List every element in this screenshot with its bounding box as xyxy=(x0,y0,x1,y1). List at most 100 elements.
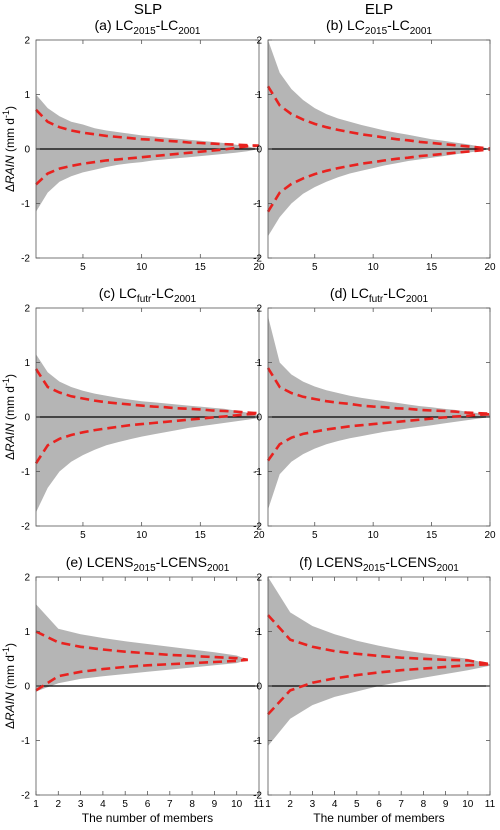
x-tick-label: 7 xyxy=(167,799,173,810)
x-tick-label: 2 xyxy=(56,799,62,810)
text-part: futr xyxy=(137,294,152,305)
x-tick-label: 10 xyxy=(368,530,380,541)
text-part: -LCENS xyxy=(156,554,207,570)
x-tick-label: 1 xyxy=(265,799,271,810)
text-part: -LCENS xyxy=(385,554,436,570)
text-part: RAIN xyxy=(3,692,17,721)
text-part: 2015 xyxy=(133,563,156,574)
text-part: (a) LC xyxy=(95,17,134,33)
text-part: ) xyxy=(3,374,17,378)
x-tick-label: 15 xyxy=(195,262,207,273)
upper-dashed-line xyxy=(266,85,491,150)
text-part: 2015 xyxy=(365,26,388,37)
text-part: RAIN xyxy=(3,155,17,184)
x-tick-label: 1 xyxy=(33,799,39,810)
x-tick-label: 20 xyxy=(484,262,496,273)
lower-dashed-line xyxy=(34,412,260,465)
upper-dashed-line xyxy=(267,614,491,666)
text-part: 2001 xyxy=(406,294,429,305)
upper-dashed-line xyxy=(35,630,248,662)
text-part: 2015 xyxy=(363,563,386,574)
text-part: 2001 xyxy=(410,26,433,37)
text-part: 2001 xyxy=(437,563,460,574)
x-tick-label: 10 xyxy=(136,530,148,541)
panel-f: -2 -1 0 1 2 1 2 3 4 5 6 7 8 9 10 11 The number of member… xyxy=(253,573,496,826)
text-part: 2001 xyxy=(178,26,201,37)
x-tick-label: 3 xyxy=(310,799,316,810)
text-part: -1 xyxy=(1,110,11,118)
x-tick-label: 20 xyxy=(484,530,496,541)
upper-dashed-line xyxy=(35,108,260,147)
text-part: (e) LCENS xyxy=(66,554,134,570)
text-part: -1 xyxy=(1,378,11,386)
panel-title: (f) LCENS2015-LCENS2001 xyxy=(299,554,459,574)
text-part: Δ xyxy=(3,721,17,729)
y-axis-label: ΔRAIN (mm d-1) xyxy=(1,374,17,460)
x-axis-label: The number of members xyxy=(82,811,213,825)
x-tick-label: 5 xyxy=(122,799,128,810)
x-tick-label: 10 xyxy=(136,262,148,273)
text-part: -LC xyxy=(387,17,410,33)
x-tick-label: 5 xyxy=(354,799,360,810)
text-part: -1 xyxy=(1,647,11,655)
text-part: -LC xyxy=(151,285,174,301)
y-tick-label: -1 xyxy=(253,467,262,478)
x-tick-label: 7 xyxy=(398,799,404,810)
y-axis-label: ΔRAIN (mm d-1) xyxy=(1,106,17,192)
y-tick-label: 2 xyxy=(256,573,262,584)
spread-band xyxy=(268,577,490,746)
x-tick-label: 15 xyxy=(195,530,207,541)
x-tick-label: 5 xyxy=(312,262,318,273)
y-tick-label: 1 xyxy=(256,358,262,369)
panel-title: (c) LCfutr-LC2001 xyxy=(99,285,197,305)
lower-dashed-line xyxy=(266,413,491,462)
lower-dashed-line xyxy=(266,148,491,213)
y-tick-label: 2 xyxy=(256,36,262,47)
text-part: 2001 xyxy=(207,563,230,574)
y-tick-label: 2 xyxy=(24,573,30,584)
x-tick-label: 8 xyxy=(189,799,195,810)
x-tick-label: 5 xyxy=(312,530,318,541)
text-part: (mm d xyxy=(3,386,17,423)
y-tick-label: -1 xyxy=(253,199,262,210)
y-tick-label: 0 xyxy=(256,145,262,156)
x-tick-label: 10 xyxy=(231,799,243,810)
y-tick-label: 2 xyxy=(24,36,30,47)
text-part: 2001 xyxy=(174,294,197,305)
panel-title: (b) LC2015-LC2001 xyxy=(326,17,432,37)
text-part: 2015 xyxy=(133,26,156,37)
x-axis-label: The number of members xyxy=(313,811,444,825)
x-tick-label: 9 xyxy=(443,799,449,810)
y-tick-label: 0 xyxy=(24,682,30,693)
x-tick-label: 2 xyxy=(287,799,293,810)
y-tick-label: 1 xyxy=(24,627,30,638)
upper-dashed-line xyxy=(266,367,491,415)
y-tick-label: -2 xyxy=(253,254,262,265)
panel-d: -2 -1 0 1 2 5 10 15 20 xyxy=(253,304,496,542)
y-tick-label: -2 xyxy=(21,522,30,533)
y-tick-label: -2 xyxy=(21,791,30,802)
y-tick-label: 1 xyxy=(256,90,262,101)
y-tick-label: -1 xyxy=(21,199,30,210)
y-tick-label: 1 xyxy=(256,627,262,638)
x-tick-label: 11 xyxy=(485,799,496,810)
lower-dashed-line xyxy=(35,658,248,692)
panel-b: -2 -1 0 1 2 5 10 15 20 xyxy=(253,36,496,274)
text-part: -LC xyxy=(383,285,406,301)
y-axis-label: ΔRAIN (mm d-1) xyxy=(1,643,17,729)
x-tick-label: 20 xyxy=(253,262,265,273)
x-tick-label: 15 xyxy=(426,530,438,541)
panel-title: (d) LCfutr-LC2001 xyxy=(330,285,429,305)
x-tick-label: 6 xyxy=(145,799,151,810)
y-tick-label: -1 xyxy=(21,467,30,478)
y-tick-label: 0 xyxy=(256,682,262,693)
text-part: -LC xyxy=(156,17,179,33)
y-tick-label: 2 xyxy=(24,304,30,315)
text-part: (mm d xyxy=(3,655,17,692)
text-part: futr xyxy=(369,294,384,305)
x-tick-label: 20 xyxy=(253,530,265,541)
spread-band xyxy=(268,316,490,510)
